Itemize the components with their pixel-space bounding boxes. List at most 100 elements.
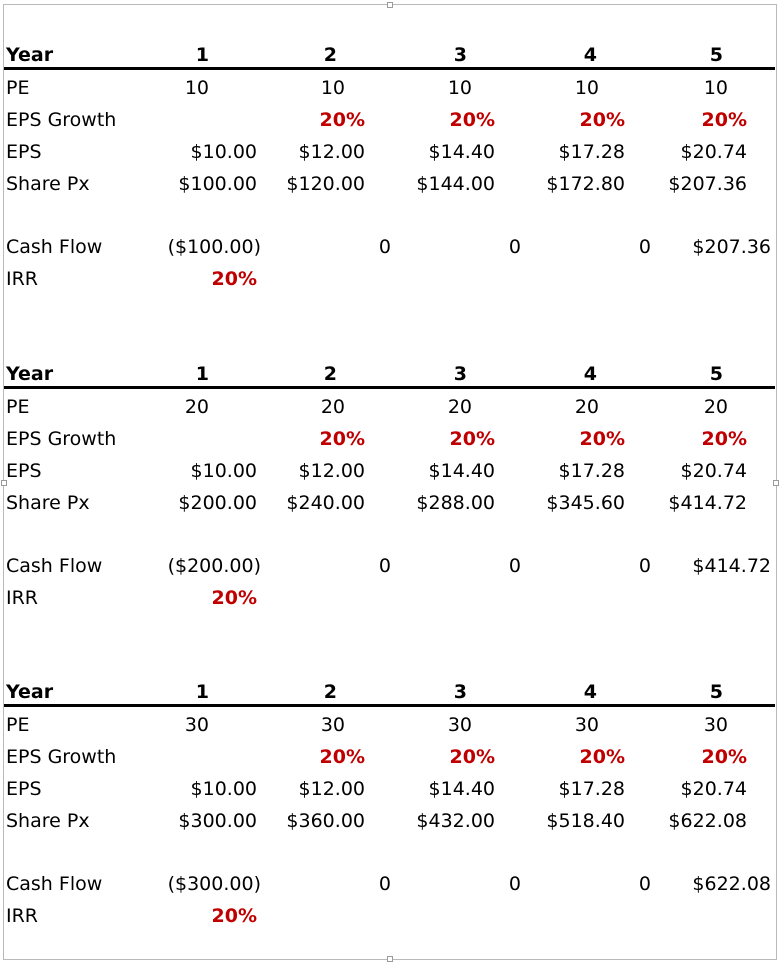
cash-flow-value: $207.36 (692, 236, 771, 258)
year-3: 3 (453, 681, 467, 703)
resize-handle-right[interactable] (773, 480, 779, 486)
eps-label: EPS (6, 141, 42, 163)
share-px-label: Share Px (6, 810, 90, 832)
eps-row: EPS $10.00 $12.00 $14.40 $17.28 $20.74 (4, 455, 775, 487)
eps-growth-value: 20% (319, 746, 365, 768)
pe-value: 20 (703, 396, 728, 418)
eps-row: EPS $10.00 $12.00 $14.40 $17.28 $20.74 (4, 136, 775, 168)
share-px-value: $207.36 (668, 173, 747, 195)
pe-value: 30 (320, 714, 345, 736)
eps-growth-row: EPS Growth 20% 20% 20% 20% (4, 423, 775, 455)
eps-growth-label: EPS Growth (6, 109, 117, 131)
cash-flow-value: 0 (378, 873, 391, 895)
irr-label: IRR (6, 587, 39, 609)
cash-flow-row: Cash Flow ($200.00) 0 0 0 $414.72 (4, 550, 775, 582)
pe-value: 10 (703, 77, 728, 99)
irr-value: 20% (211, 905, 257, 927)
eps-value: $10.00 (190, 460, 257, 482)
pe-row: PE 20 20 20 20 20 (4, 391, 775, 423)
eps-growth-label: EPS Growth (6, 746, 117, 768)
share-px-row: Share Px $100.00 $120.00 $144.00 $172.80… (4, 168, 775, 200)
irr-row: IRR 20% (4, 263, 775, 295)
share-px-value: $345.60 (546, 492, 625, 514)
pe-value: 20 (447, 396, 472, 418)
eps-growth-value: 20% (449, 428, 495, 450)
eps-value: $14.40 (428, 141, 495, 163)
eps-value: $12.00 (298, 141, 365, 163)
pe-value: 20 (184, 396, 209, 418)
eps-row: EPS $10.00 $12.00 $14.40 $17.28 $20.74 (4, 773, 775, 805)
eps-growth-value: 20% (579, 428, 625, 450)
cash-flow-value: ($300.00) (167, 873, 261, 895)
eps-value: $20.74 (680, 460, 747, 482)
cash-flow-row: Cash Flow ($100.00) 0 0 0 $207.36 (4, 231, 775, 263)
pe-value: 10 (574, 77, 599, 99)
share-px-value: $120.00 (286, 173, 365, 195)
year-label: Year (6, 44, 54, 66)
share-px-value: $360.00 (286, 810, 365, 832)
share-px-label: Share Px (6, 173, 90, 195)
cash-flow-value: ($200.00) (167, 555, 261, 577)
pe-value: 20 (574, 396, 599, 418)
resize-handle-left[interactable] (1, 480, 7, 486)
eps-growth-value: 20% (579, 109, 625, 131)
year-1: 1 (195, 363, 209, 385)
pe-value: 30 (184, 714, 209, 736)
year-header-row: Year 1 2 3 4 5 (4, 359, 775, 389)
share-px-label: Share Px (6, 492, 90, 514)
cash-flow-row: Cash Flow ($300.00) 0 0 0 $622.08 (4, 868, 775, 900)
cash-flow-value: 0 (378, 236, 391, 258)
share-px-value: $300.00 (178, 810, 257, 832)
cash-flow-value: 0 (378, 555, 391, 577)
irr-value: 20% (211, 268, 257, 290)
year-header-row: Year 1 2 3 4 5 (4, 677, 775, 707)
pe-label: PE (6, 77, 30, 99)
share-px-value: $100.00 (178, 173, 257, 195)
eps-growth-value: 20% (449, 109, 495, 131)
cash-flow-value: 0 (508, 555, 521, 577)
year-2: 2 (323, 681, 337, 703)
cash-flow-label: Cash Flow (6, 873, 103, 895)
pe-value: 30 (574, 714, 599, 736)
eps-value: $12.00 (298, 778, 365, 800)
eps-label: EPS (6, 778, 42, 800)
irr-row: IRR 20% (4, 582, 775, 614)
year-3: 3 (453, 44, 467, 66)
pe-row: PE 10 10 10 10 10 (4, 72, 775, 104)
pe-label: PE (6, 714, 30, 736)
year-4: 4 (583, 363, 597, 385)
pe-label: PE (6, 396, 30, 418)
eps-growth-value: 20% (449, 746, 495, 768)
eps-value: $17.28 (558, 778, 625, 800)
eps-value: $12.00 (298, 460, 365, 482)
resize-handle-bottom[interactable] (387, 956, 393, 962)
share-px-value: $518.40 (546, 810, 625, 832)
share-px-value: $172.80 (546, 173, 625, 195)
pe-value: 10 (320, 77, 345, 99)
irr-value: 20% (211, 587, 257, 609)
year-1: 1 (195, 44, 209, 66)
eps-value: $20.74 (680, 141, 747, 163)
year-2: 2 (323, 363, 337, 385)
eps-growth-label: EPS Growth (6, 428, 117, 450)
eps-value: $17.28 (558, 141, 625, 163)
eps-growth-value: 20% (701, 746, 747, 768)
share-px-value: $622.08 (668, 810, 747, 832)
eps-growth-row: EPS Growth 20% 20% 20% 20% (4, 741, 775, 773)
eps-value: $14.40 (428, 460, 495, 482)
pe-value: 30 (447, 714, 472, 736)
share-px-row: Share Px $200.00 $240.00 $288.00 $345.60… (4, 487, 775, 519)
year-5: 5 (709, 363, 723, 385)
share-px-value: $414.72 (668, 492, 747, 514)
eps-growth-value: 20% (579, 746, 625, 768)
eps-value: $17.28 (558, 460, 625, 482)
cash-flow-value: 0 (638, 236, 651, 258)
share-px-value: $200.00 (178, 492, 257, 514)
resize-handle-top[interactable] (387, 2, 393, 8)
cash-flow-value: $622.08 (692, 873, 771, 895)
eps-value: $20.74 (680, 778, 747, 800)
year-label: Year (6, 363, 54, 385)
cash-flow-label: Cash Flow (6, 555, 103, 577)
pe-value: 20 (320, 396, 345, 418)
